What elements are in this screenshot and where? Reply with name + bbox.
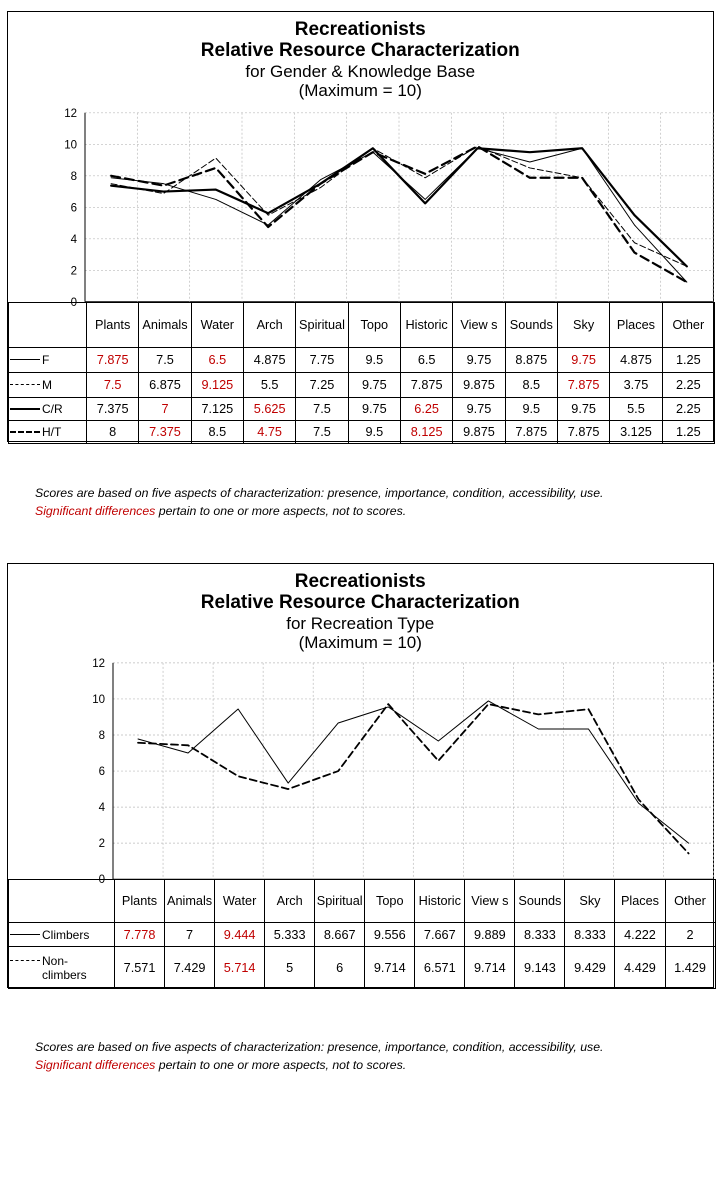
svg-text:6: 6 [99, 766, 105, 778]
svg-text:10: 10 [64, 139, 77, 151]
svg-text:8: 8 [99, 730, 105, 742]
svg-text:10: 10 [92, 694, 105, 706]
svg-text:2: 2 [99, 838, 105, 850]
svg-text:4: 4 [99, 802, 106, 814]
svg-text:6: 6 [71, 202, 77, 214]
svg-text:12: 12 [64, 108, 77, 120]
svg-text:12: 12 [92, 658, 105, 670]
svg-text:2: 2 [71, 265, 77, 277]
svg-text:4: 4 [71, 234, 78, 246]
svg-text:8: 8 [71, 171, 77, 183]
